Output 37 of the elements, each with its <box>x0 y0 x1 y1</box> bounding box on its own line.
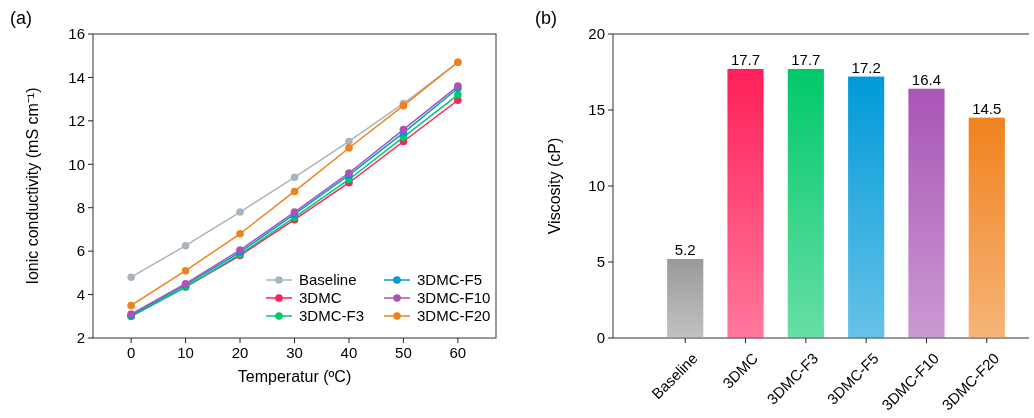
y-tick-label: 10 <box>68 155 85 173</box>
x-tick-label: 20 <box>231 344 249 361</box>
data-label: 17.7 <box>791 50 821 68</box>
y-tick-label: 16 <box>68 25 85 43</box>
y-tick-label: 0 <box>596 329 605 347</box>
x-tick-label: 50 <box>395 344 412 361</box>
chart-title: (a) <box>10 8 32 28</box>
data-label: 5.2 <box>674 240 696 258</box>
x-tick-label: 30 <box>286 344 303 361</box>
x-axis-title: Temperatur (ºC) <box>237 368 352 385</box>
y-tick-label: 4 <box>76 285 85 303</box>
chart-title: (b) <box>535 8 557 28</box>
y-tick-label: 14 <box>68 68 85 86</box>
y-axis-title: Viscosity (cP) <box>546 137 563 235</box>
legend-label: 3DMC <box>299 289 342 307</box>
x-tick-label: 10 <box>177 344 194 361</box>
data-label: 17.7 <box>730 50 761 68</box>
legend-label: 3DMC-F5 <box>417 271 483 289</box>
legend-label: 3DMC-F20 <box>417 307 491 325</box>
y-tick-label: 5 <box>596 253 605 271</box>
legend-label: 3DMC-F3 <box>299 307 365 325</box>
y-tick-label: 8 <box>76 198 85 216</box>
y-tick-label: 15 <box>588 101 605 119</box>
y-tick-label: 10 <box>588 177 605 195</box>
x-tick-label: 40 <box>340 344 358 361</box>
y-tick-label: 2 <box>76 329 85 347</box>
x-tick-label: 60 <box>449 344 467 361</box>
legend-label: 3DMC-F10 <box>417 289 491 307</box>
y-tick-label: 20 <box>588 25 605 43</box>
data-label: 14.5 <box>972 99 1002 117</box>
y-tick-label: 12 <box>68 112 85 130</box>
x-tick-label: 0 <box>126 344 136 361</box>
legend-label: Baseline <box>299 271 357 289</box>
y-axis-title: Ionic conductivity (mS cm⁻¹) <box>24 87 41 285</box>
y-tick-label: 6 <box>76 242 85 260</box>
data-label: 17.2 <box>851 58 881 76</box>
data-label: 16.4 <box>911 70 942 88</box>
